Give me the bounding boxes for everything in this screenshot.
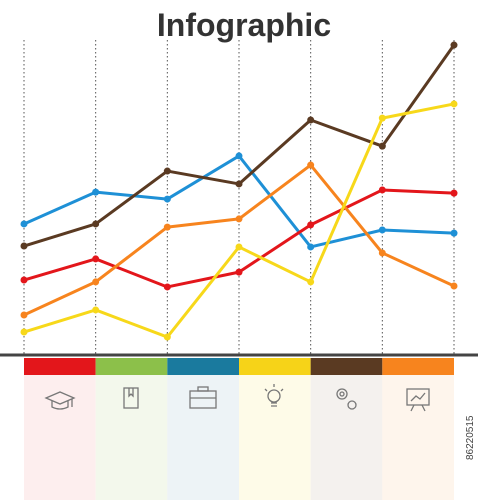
data-point — [163, 333, 171, 341]
watermark: 86220515 — [465, 415, 476, 460]
data-point — [92, 306, 100, 314]
data-point — [163, 223, 171, 231]
data-point — [163, 283, 171, 291]
color-band — [95, 358, 168, 375]
chart-title: Infographic — [157, 7, 331, 43]
color-band — [24, 358, 96, 375]
data-point — [378, 186, 386, 194]
data-point — [378, 114, 386, 122]
data-point — [307, 278, 315, 286]
data-point — [378, 249, 386, 257]
data-point — [378, 142, 386, 150]
data-point — [235, 215, 243, 223]
data-point — [92, 255, 100, 263]
data-point — [163, 195, 171, 203]
data-point — [235, 152, 243, 160]
data-point — [450, 41, 458, 49]
data-point — [235, 243, 243, 251]
background-columns — [24, 375, 454, 500]
data-point — [235, 268, 243, 276]
color-band — [310, 358, 383, 375]
data-point — [378, 226, 386, 234]
data-point — [20, 311, 28, 319]
color-band — [167, 358, 239, 375]
data-point — [307, 243, 315, 251]
data-point — [450, 282, 458, 290]
data-point — [450, 189, 458, 197]
data-point — [92, 278, 100, 286]
icons — [44, 384, 430, 412]
data-point — [92, 188, 100, 196]
data-point — [235, 180, 243, 188]
data-point — [20, 220, 28, 228]
data-point — [163, 167, 171, 175]
data-point — [20, 276, 28, 284]
data-point — [20, 242, 28, 250]
color-band — [239, 358, 311, 375]
data-point — [450, 229, 458, 237]
data-point — [20, 328, 28, 336]
data-point — [92, 220, 100, 228]
data-point — [450, 100, 458, 108]
color-band — [382, 358, 454, 375]
data-point — [307, 161, 315, 169]
data-point — [307, 221, 315, 229]
plot — [0, 40, 478, 375]
data-point — [307, 116, 315, 124]
